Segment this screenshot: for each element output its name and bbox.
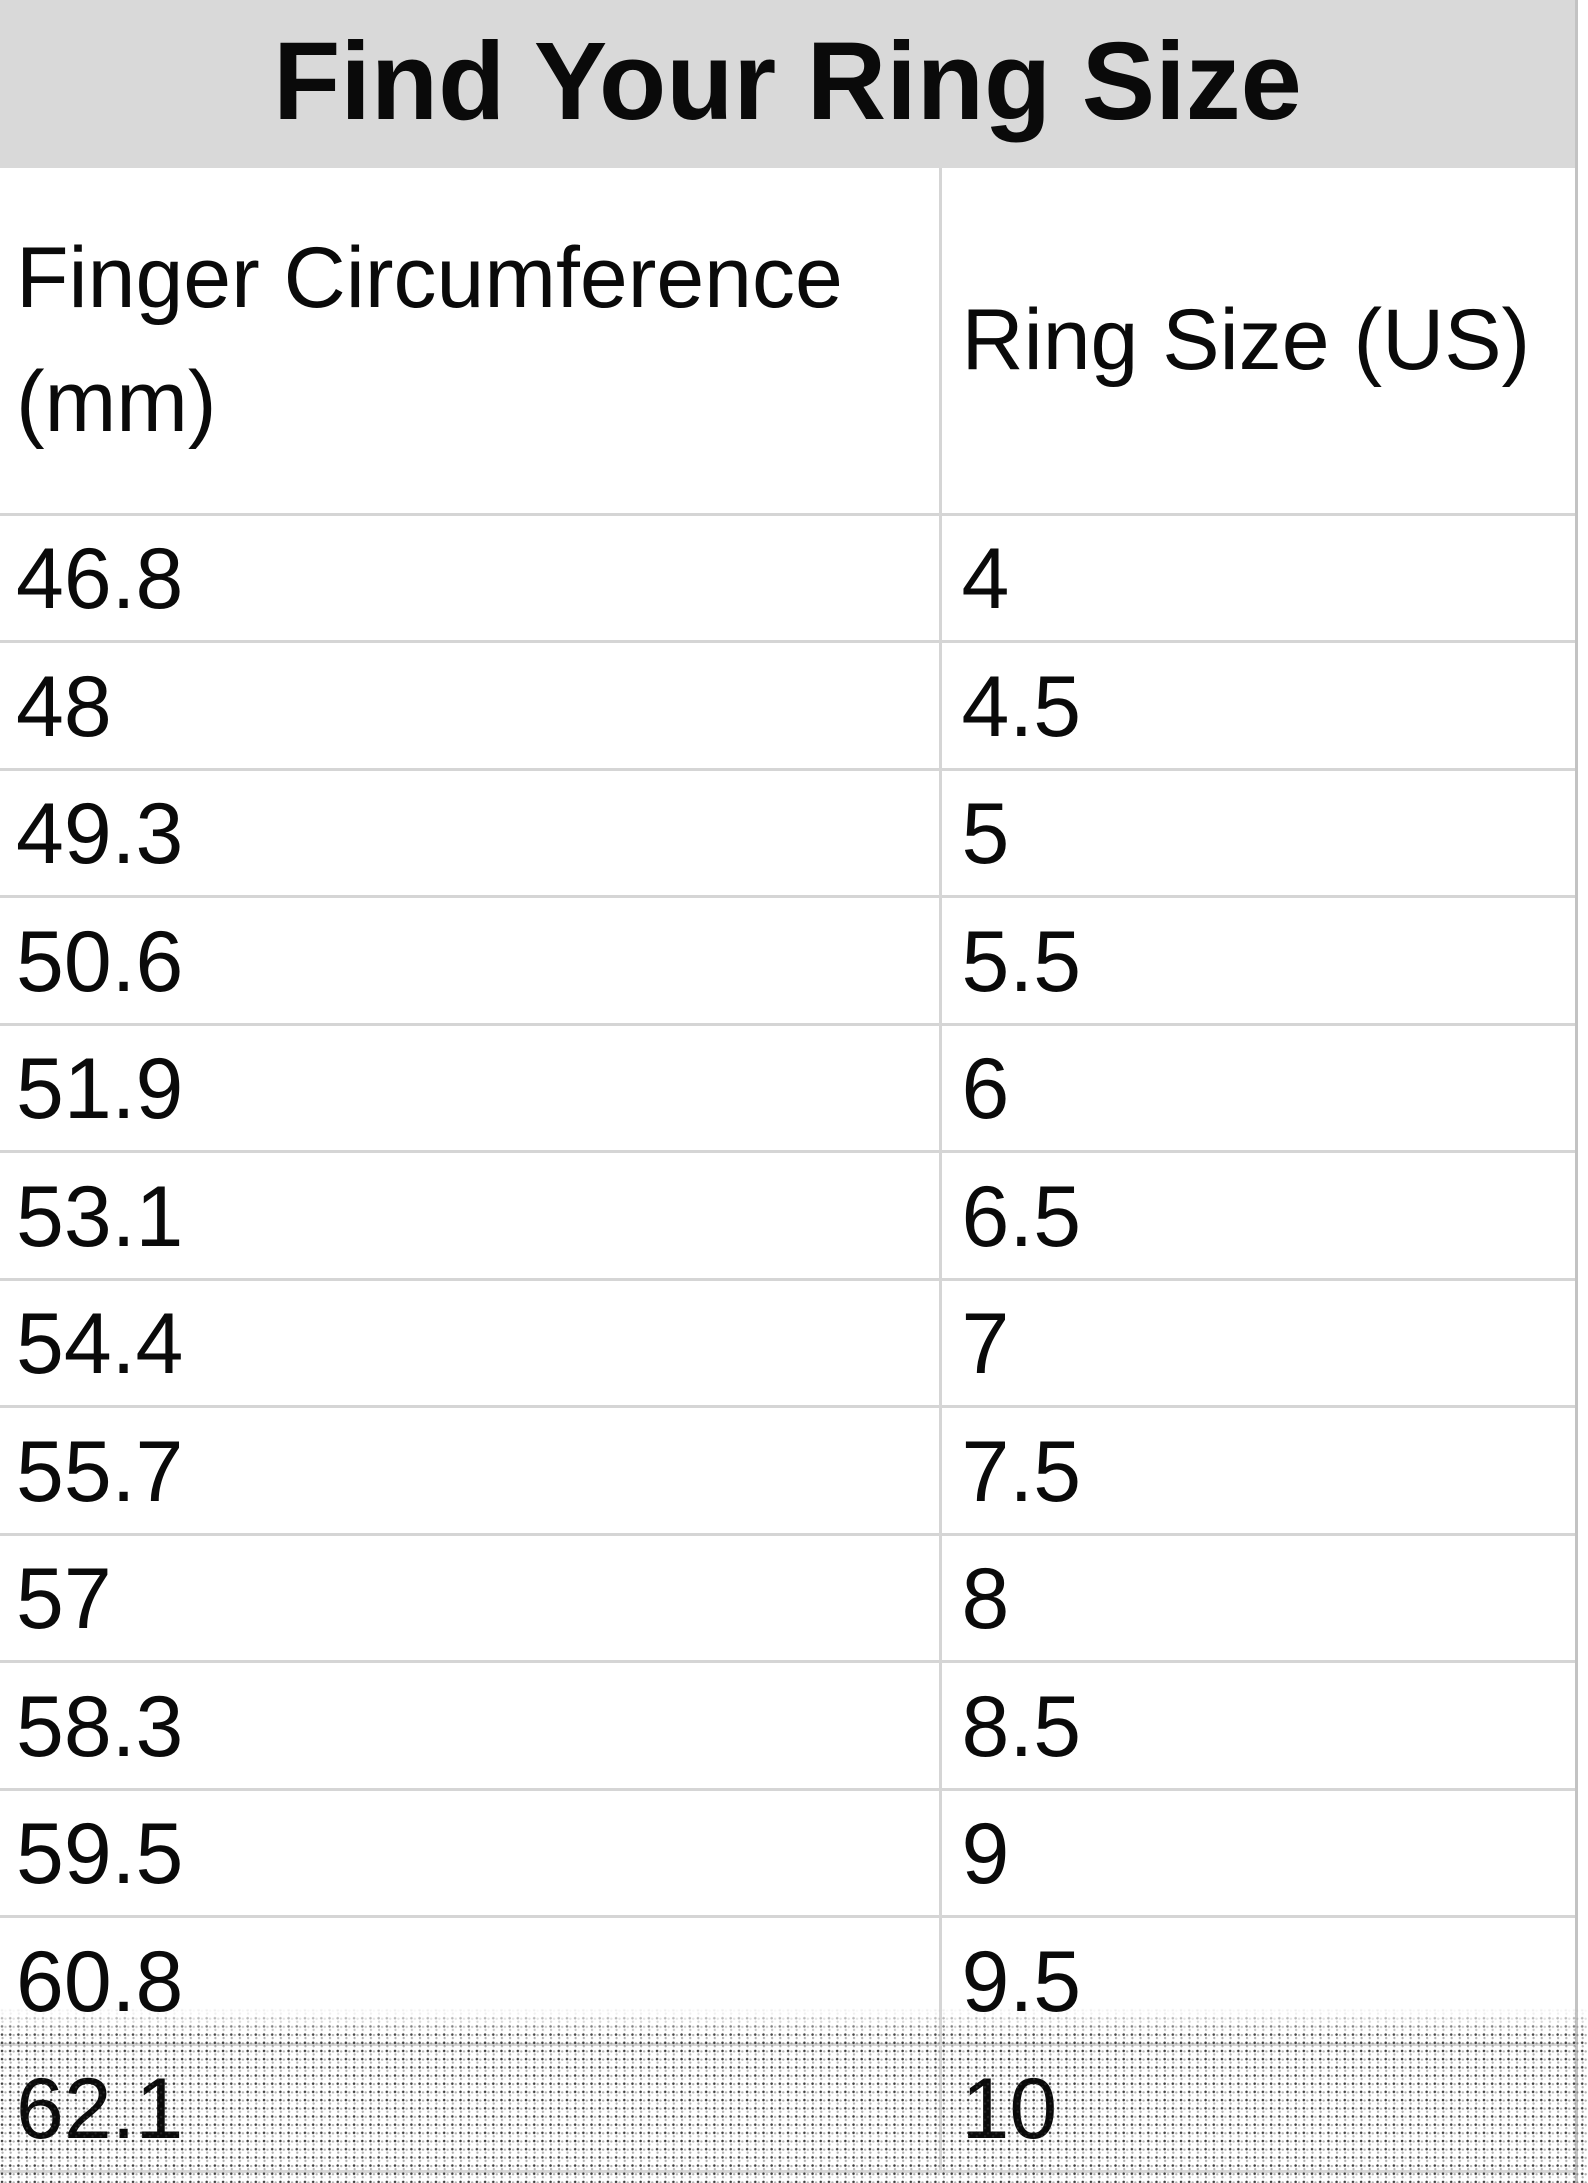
ring-size-cell: 8.5 — [938, 1660, 1575, 1791]
table-row: 57 8 — [0, 1532, 1575, 1663]
ring-size-cell: 6 — [938, 1022, 1575, 1153]
ring-size-cell: 8 — [938, 1532, 1575, 1663]
ring-size-cell: 7.5 — [938, 1405, 1575, 1536]
table-row: 46.8 4 — [0, 512, 1575, 643]
column-header-finger-circumference: Finger Circumference (mm) — [0, 168, 942, 516]
table-row: 53.1 6.5 — [0, 1150, 1575, 1281]
circumference-cell: 60.8 — [0, 1915, 942, 2046]
circumference-cell: 49.3 — [0, 767, 942, 898]
circumference-cell: 62.1 — [0, 2042, 942, 2173]
table-row: 59.5 9 — [0, 1787, 1575, 1918]
circumference-cell: 48 — [0, 640, 942, 771]
table-title-bar: Find Your Ring Size — [0, 0, 1575, 168]
circumference-cell: 51.9 — [0, 1022, 942, 1153]
table-row: 50.6 5.5 — [0, 895, 1575, 1026]
ring-size-table: Finger Circumference (mm) Ring Size (US)… — [0, 168, 1575, 2173]
circumference-cell: 53.1 — [0, 1150, 942, 1281]
ring-size-cell: 4 — [938, 512, 1575, 643]
table-title: Find Your Ring Size — [273, 20, 1302, 143]
circumference-cell: 46.8 — [0, 512, 942, 643]
circumference-cell: 55.7 — [0, 1405, 942, 1536]
table-row: 51.9 6 — [0, 1022, 1575, 1153]
table-row: 60.8 9.5 — [0, 1915, 1575, 2046]
table-row: 58.3 8.5 — [0, 1660, 1575, 1791]
ring-size-cell: 9.5 — [938, 1915, 1575, 2046]
ring-size-cell: 9 — [938, 1787, 1575, 1918]
ring-size-cell: 4.5 — [938, 640, 1575, 771]
table-row: 49.3 5 — [0, 767, 1575, 898]
circumference-cell: 59.5 — [0, 1787, 942, 1918]
ring-size-cell: 10 — [938, 2042, 1575, 2173]
table-row: 54.4 7 — [0, 1277, 1575, 1408]
circumference-cell: 50.6 — [0, 895, 942, 1026]
ring-size-cell: 6.5 — [938, 1150, 1575, 1281]
ring-size-cell: 5 — [938, 767, 1575, 898]
ring-size-cell: 5.5 — [938, 895, 1575, 1026]
column-header-ring-size: Ring Size (US) — [938, 168, 1575, 516]
circumference-cell: 58.3 — [0, 1660, 942, 1791]
circumference-cell: 54.4 — [0, 1277, 942, 1408]
table-row: 62.1 10 — [0, 2042, 1575, 2173]
ring-size-cell: 7 — [938, 1277, 1575, 1408]
circumference-cell: 57 — [0, 1532, 942, 1663]
table-row: 48 4.5 — [0, 640, 1575, 771]
table-row: 55.7 7.5 — [0, 1405, 1575, 1536]
header-row: Finger Circumference (mm) Ring Size (US) — [0, 168, 1575, 516]
